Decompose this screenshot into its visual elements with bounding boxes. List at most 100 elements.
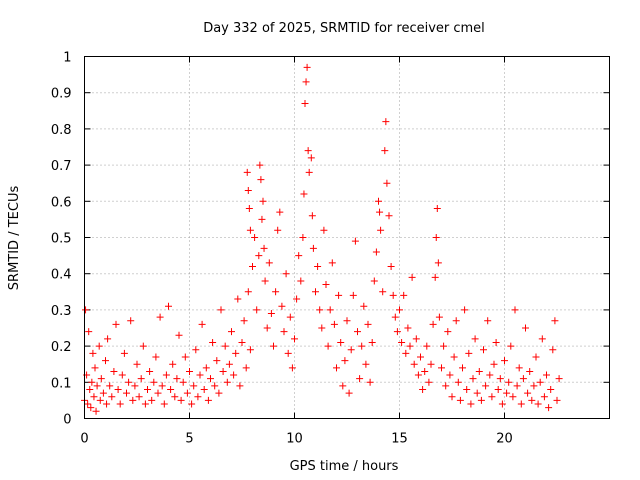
data-point [448, 393, 456, 401]
data-point [244, 186, 252, 194]
data-point [139, 342, 147, 350]
x-tick-label: 20 [496, 432, 513, 447]
data-point [219, 367, 227, 375]
data-point [108, 393, 116, 401]
data-point [225, 360, 233, 368]
data-point [402, 349, 410, 357]
data-point [433, 205, 441, 213]
data-point [186, 367, 193, 375]
data-point [339, 382, 347, 390]
data-point [385, 212, 393, 220]
data-point [429, 320, 437, 328]
data-point [473, 389, 481, 397]
data-point [87, 404, 95, 412]
data-point [312, 288, 319, 296]
y-tick-label: 0.7 [51, 159, 72, 174]
data-point [295, 252, 303, 260]
data-point [103, 400, 111, 408]
data-point [425, 378, 433, 386]
data-point [276, 208, 284, 216]
data-point [376, 208, 384, 216]
data-point [503, 389, 511, 397]
data-point [110, 367, 118, 375]
data-point [257, 176, 265, 184]
data-point [194, 393, 202, 401]
data-point [259, 197, 267, 205]
data-point [116, 400, 124, 408]
data-point [356, 375, 364, 383]
data-point [177, 396, 185, 404]
y-tick-label: 0.1 [51, 376, 72, 391]
data-point [204, 396, 212, 404]
data-point [133, 360, 141, 368]
y-tick-label: 0.5 [51, 232, 72, 247]
data-points [81, 63, 563, 415]
data-point [434, 259, 442, 267]
y-tick-label: 0.9 [51, 87, 72, 102]
data-point [309, 244, 317, 252]
data-point [324, 342, 332, 350]
data-point [534, 400, 542, 408]
data-point [368, 338, 376, 346]
data-point [167, 386, 175, 394]
data-point [135, 393, 143, 401]
data-point [148, 396, 156, 404]
data-point [326, 306, 334, 314]
data-point [215, 389, 223, 397]
data-point [228, 328, 235, 336]
data-point [335, 291, 343, 299]
data-point [244, 288, 252, 296]
data-point [299, 234, 307, 241]
data-point [536, 378, 544, 386]
data-point [284, 349, 292, 357]
data-point [475, 367, 483, 375]
data-point [358, 342, 366, 350]
data-point [256, 161, 264, 169]
data-point [362, 360, 370, 368]
data-point [347, 346, 355, 354]
data-point [410, 360, 418, 368]
data-point [190, 382, 198, 390]
data-point [223, 378, 231, 386]
data-point [196, 371, 204, 379]
data-point [444, 328, 452, 336]
data-point [461, 306, 469, 314]
data-point [93, 382, 101, 390]
data-point [314, 262, 322, 270]
data-point [519, 375, 527, 383]
data-point [450, 353, 458, 361]
data-point [482, 382, 490, 390]
y-axis-label: SRMTID / TECUs [7, 186, 22, 291]
data-point [538, 335, 546, 343]
data-point [245, 205, 253, 213]
data-point [490, 360, 498, 368]
data-point [545, 404, 553, 412]
data-point [246, 226, 254, 234]
data-point [234, 295, 242, 303]
data-point [530, 382, 538, 390]
data-point [432, 234, 440, 241]
data-point [175, 331, 183, 339]
data-point [398, 338, 406, 346]
data-point [263, 324, 271, 332]
data-point [393, 328, 401, 336]
data-point [532, 353, 540, 361]
data-point [438, 364, 445, 372]
data-point [404, 324, 412, 332]
data-point [265, 259, 273, 267]
data-point [209, 338, 217, 346]
data-point [549, 346, 557, 354]
data-point [251, 234, 259, 241]
data-point [90, 393, 98, 401]
data-point [308, 212, 316, 220]
x-tick-label: 15 [391, 432, 408, 447]
data-point [160, 400, 168, 408]
data-point [343, 317, 351, 325]
x-tick-label: 5 [185, 432, 193, 447]
data-point [127, 317, 135, 325]
data-point [337, 338, 345, 346]
data-point [379, 288, 387, 296]
data-point [419, 386, 427, 394]
data-point [88, 378, 96, 386]
